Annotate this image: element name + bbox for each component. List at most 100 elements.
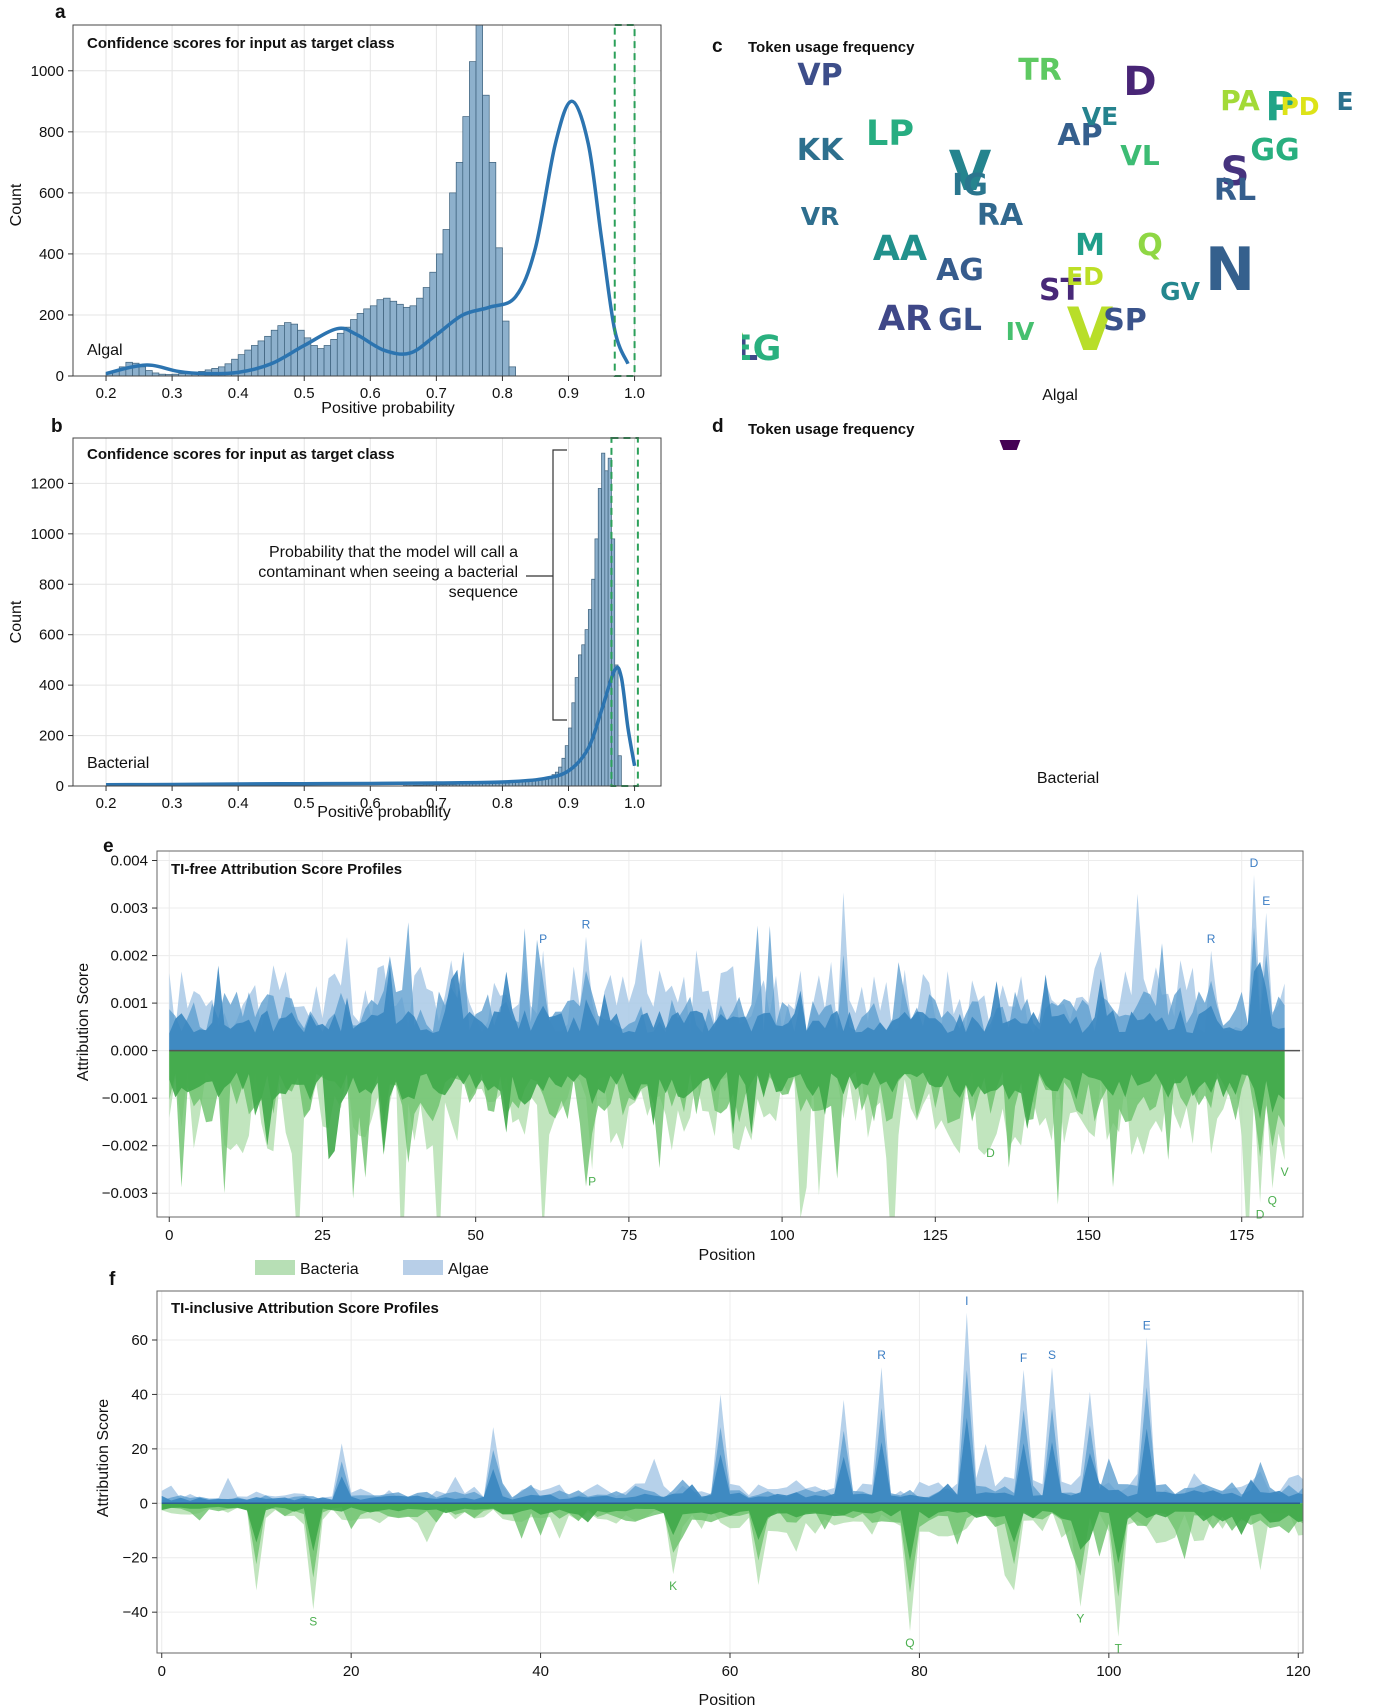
x-tick-label: 0.8 (492, 795, 513, 812)
panel-a-title: Confidence scores for input as target cl… (87, 35, 395, 52)
panel-d-label: d (712, 416, 724, 437)
peak-residue-label: F (1020, 1351, 1027, 1365)
panel-f: f R I F S E S K Q Y T 0 20 40 60 80 100 120 60 40 20 0 −20 −4… (95, 1269, 1311, 1708)
x-tick-label: 0.3 (162, 385, 183, 402)
x-tick-label: 0 (165, 1227, 173, 1244)
panel-b-annotation-line-1: Probability that the model will call a (269, 544, 518, 561)
y-tick-label: 0.001 (110, 995, 148, 1012)
x-tick-label: 80 (911, 1663, 928, 1680)
peak-residue-label: P (539, 932, 547, 946)
wordcloud-token: VE (1082, 102, 1118, 131)
wordcloud-token: GL (938, 303, 982, 338)
wordcloud-token: GR (696, 308, 744, 343)
x-tick-label: 75 (621, 1227, 638, 1244)
histogram-bar (138, 366, 147, 376)
panel-b-annotation-line-2: contaminant when seeing a bacterial (258, 564, 518, 581)
y-tick-label: −20 (123, 1550, 148, 1567)
algae-attribution-area (169, 961, 1285, 1051)
y-tick-label: 0 (56, 778, 64, 795)
wordcloud-token: Y (265, 190, 356, 329)
histogram-bar (336, 332, 345, 376)
wordcloud-token: DR (1115, 172, 1155, 201)
wordcloud-token: GG (1250, 133, 1299, 168)
peak-residue-label: D (1256, 1208, 1265, 1222)
histogram-bar (502, 320, 510, 376)
x-tick-label: 0.4 (228, 795, 249, 812)
wordcloud-token: IG (952, 168, 988, 203)
x-tick-label: 60 (722, 1663, 739, 1680)
x-tick-label: 0.9 (558, 795, 579, 812)
wordcloud-token: S (1221, 149, 1250, 195)
panel-f-grid (157, 1291, 1303, 1653)
wordcloud-token: RA (977, 198, 1024, 233)
peak-residue-label: T (1115, 1642, 1123, 1656)
histogram-bar (429, 271, 437, 376)
histogram-bar (614, 664, 619, 786)
algae-attribution-area (161, 1417, 1303, 1504)
bacteria-attribution-area (169, 1050, 1285, 1160)
histogram-bar (356, 313, 365, 376)
histogram-bar (284, 322, 292, 376)
panel-b-annotation-line-3: sequence (449, 584, 518, 601)
x-tick-label: 0.7 (426, 385, 447, 402)
x-tick-label: 0.2 (96, 385, 117, 402)
x-tick-label: 100 (770, 1227, 795, 1244)
histogram-bar (597, 488, 602, 786)
legend: Bacteria Algae (255, 1260, 489, 1278)
histogram-bar (310, 345, 318, 376)
histogram-bar (584, 629, 589, 786)
x-tick-label: 0.6 (360, 795, 381, 812)
histogram-bar (277, 325, 285, 376)
wordcloud-token: EG (729, 329, 782, 369)
wordcloud-token: AA (873, 229, 927, 269)
histogram-bar (436, 253, 444, 376)
peak-residue-label: R (582, 918, 591, 932)
histogram-bar (369, 305, 378, 376)
wordcloud-token: GV (1160, 277, 1201, 306)
histogram-bar (564, 745, 569, 786)
panel-c-caption: Algal (1042, 387, 1078, 404)
panel-a-x-axis-label: Positive probability (321, 400, 454, 417)
panel-e-frame (156, 850, 1304, 1218)
x-tick-label: 20 (343, 1663, 360, 1680)
histogram-bar (422, 287, 431, 376)
histogram-bar (581, 644, 586, 786)
histogram-bar (323, 345, 332, 376)
wordcloud-token: V (987, 395, 1034, 465)
algae-attribution-area (161, 1312, 1303, 1504)
histogram-bar (376, 299, 384, 376)
wordcloud-token: KK (797, 133, 845, 168)
peak-residue-label: R (877, 1348, 886, 1362)
y-tick-label: 600 (39, 185, 64, 202)
y-tick-label: 1000 (31, 63, 64, 80)
peak-residue-label: S (1048, 1348, 1056, 1362)
panel-b-corner-label: Bacterial (87, 755, 149, 772)
panel-a-label: a (55, 2, 66, 23)
wordcloud-token: IV (1006, 317, 1035, 346)
wordcloud-token: ST (1282, 307, 1317, 336)
wordcloud-token: VL (1120, 139, 1160, 172)
y-tick-label: −0.001 (102, 1090, 148, 1107)
y-tick-label: 800 (39, 124, 64, 141)
wordcloud-token: AL (1235, 354, 1306, 412)
wordcloud-token: E (401, 60, 449, 142)
panel-b-y-axis-label: Count (8, 600, 25, 643)
peak-residue-label: E (1143, 1318, 1151, 1332)
y-tick-label: −40 (123, 1604, 148, 1621)
wordcloud-token: ST (1039, 273, 1082, 308)
panel-e-ticks: 0 25 50 75 100 125 150 175 0.004 0.003 0.002 0.001 0… (102, 853, 1255, 1244)
peak-residue-label: K (669, 1579, 677, 1593)
peak-residue-label: R (1207, 932, 1216, 946)
x-tick-label: 1.0 (624, 795, 645, 812)
wordcloud-token: VP (797, 58, 842, 93)
y-tick-label: 400 (39, 246, 64, 263)
histogram-bar (587, 609, 592, 786)
y-tick-label: 200 (39, 728, 64, 745)
histogram-bar (383, 297, 391, 376)
wordcloud-token: D (1123, 59, 1156, 105)
y-tick-label: 600 (39, 627, 64, 644)
wordcloud-token: LP (866, 114, 914, 154)
x-tick-label: 0.5 (294, 795, 315, 812)
histogram-bar (264, 335, 272, 376)
